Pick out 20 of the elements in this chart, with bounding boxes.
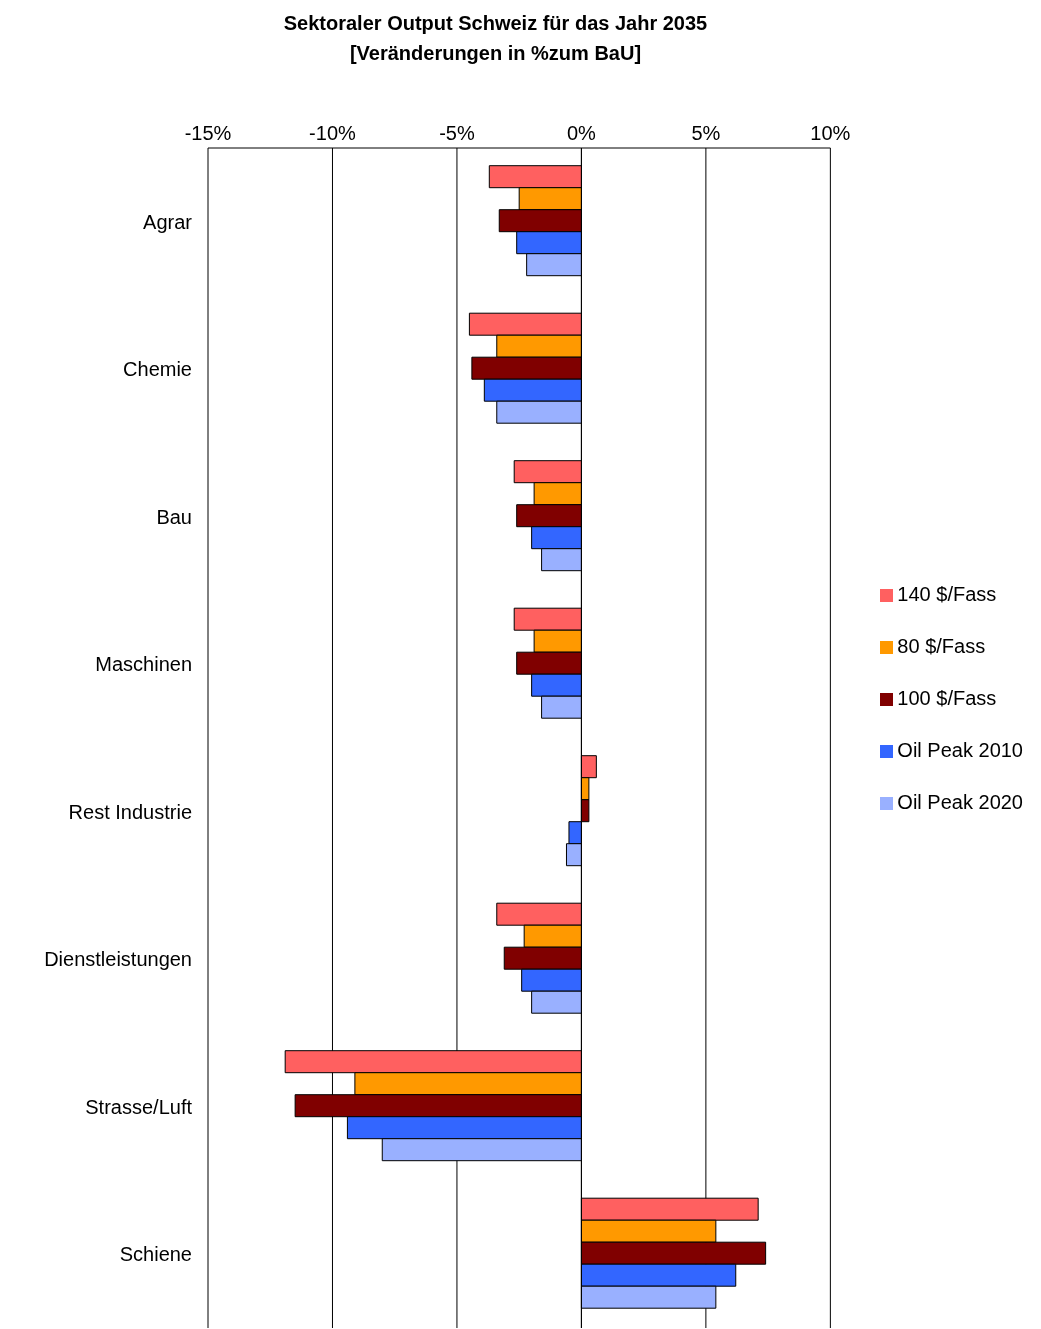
y-tick-label: Bau — [156, 505, 192, 528]
y-tick-label: Dienstleistungen — [44, 948, 192, 971]
x-tick-label: -5% — [439, 122, 475, 144]
legend-label: 140 $/Fass — [897, 583, 997, 605]
legend-label: 100 $/Fass — [897, 687, 997, 709]
legend-label: Oil Peak 2010 — [897, 739, 1023, 761]
x-tick-label: 0% — [566, 122, 597, 144]
y-tick-label: Strasse/Luft — [85, 1095, 193, 1118]
y-tick-label: Maschinen — [95, 653, 192, 676]
legend-label: Oil Peak 2020 — [897, 791, 1023, 813]
y-tick-label: Schiene — [119, 1243, 192, 1266]
x-tick-label: 10% — [810, 122, 851, 144]
chart-title: Sektoraler Output Schweiz für das Jahr 2035 [Veränderungen in %zum BaU] — [282, 11, 709, 66]
y-tick-label: Rest Industrie — [68, 800, 192, 823]
legend-label: 80 $/Fass — [897, 635, 986, 657]
x-tick-label: 5% — [691, 122, 721, 144]
y-tick-label: Chemie — [123, 358, 192, 381]
x-tick-label: -10% — [309, 122, 357, 144]
x-tick-label: -15% — [184, 122, 232, 144]
y-tick-label: Agrar — [143, 210, 193, 233]
